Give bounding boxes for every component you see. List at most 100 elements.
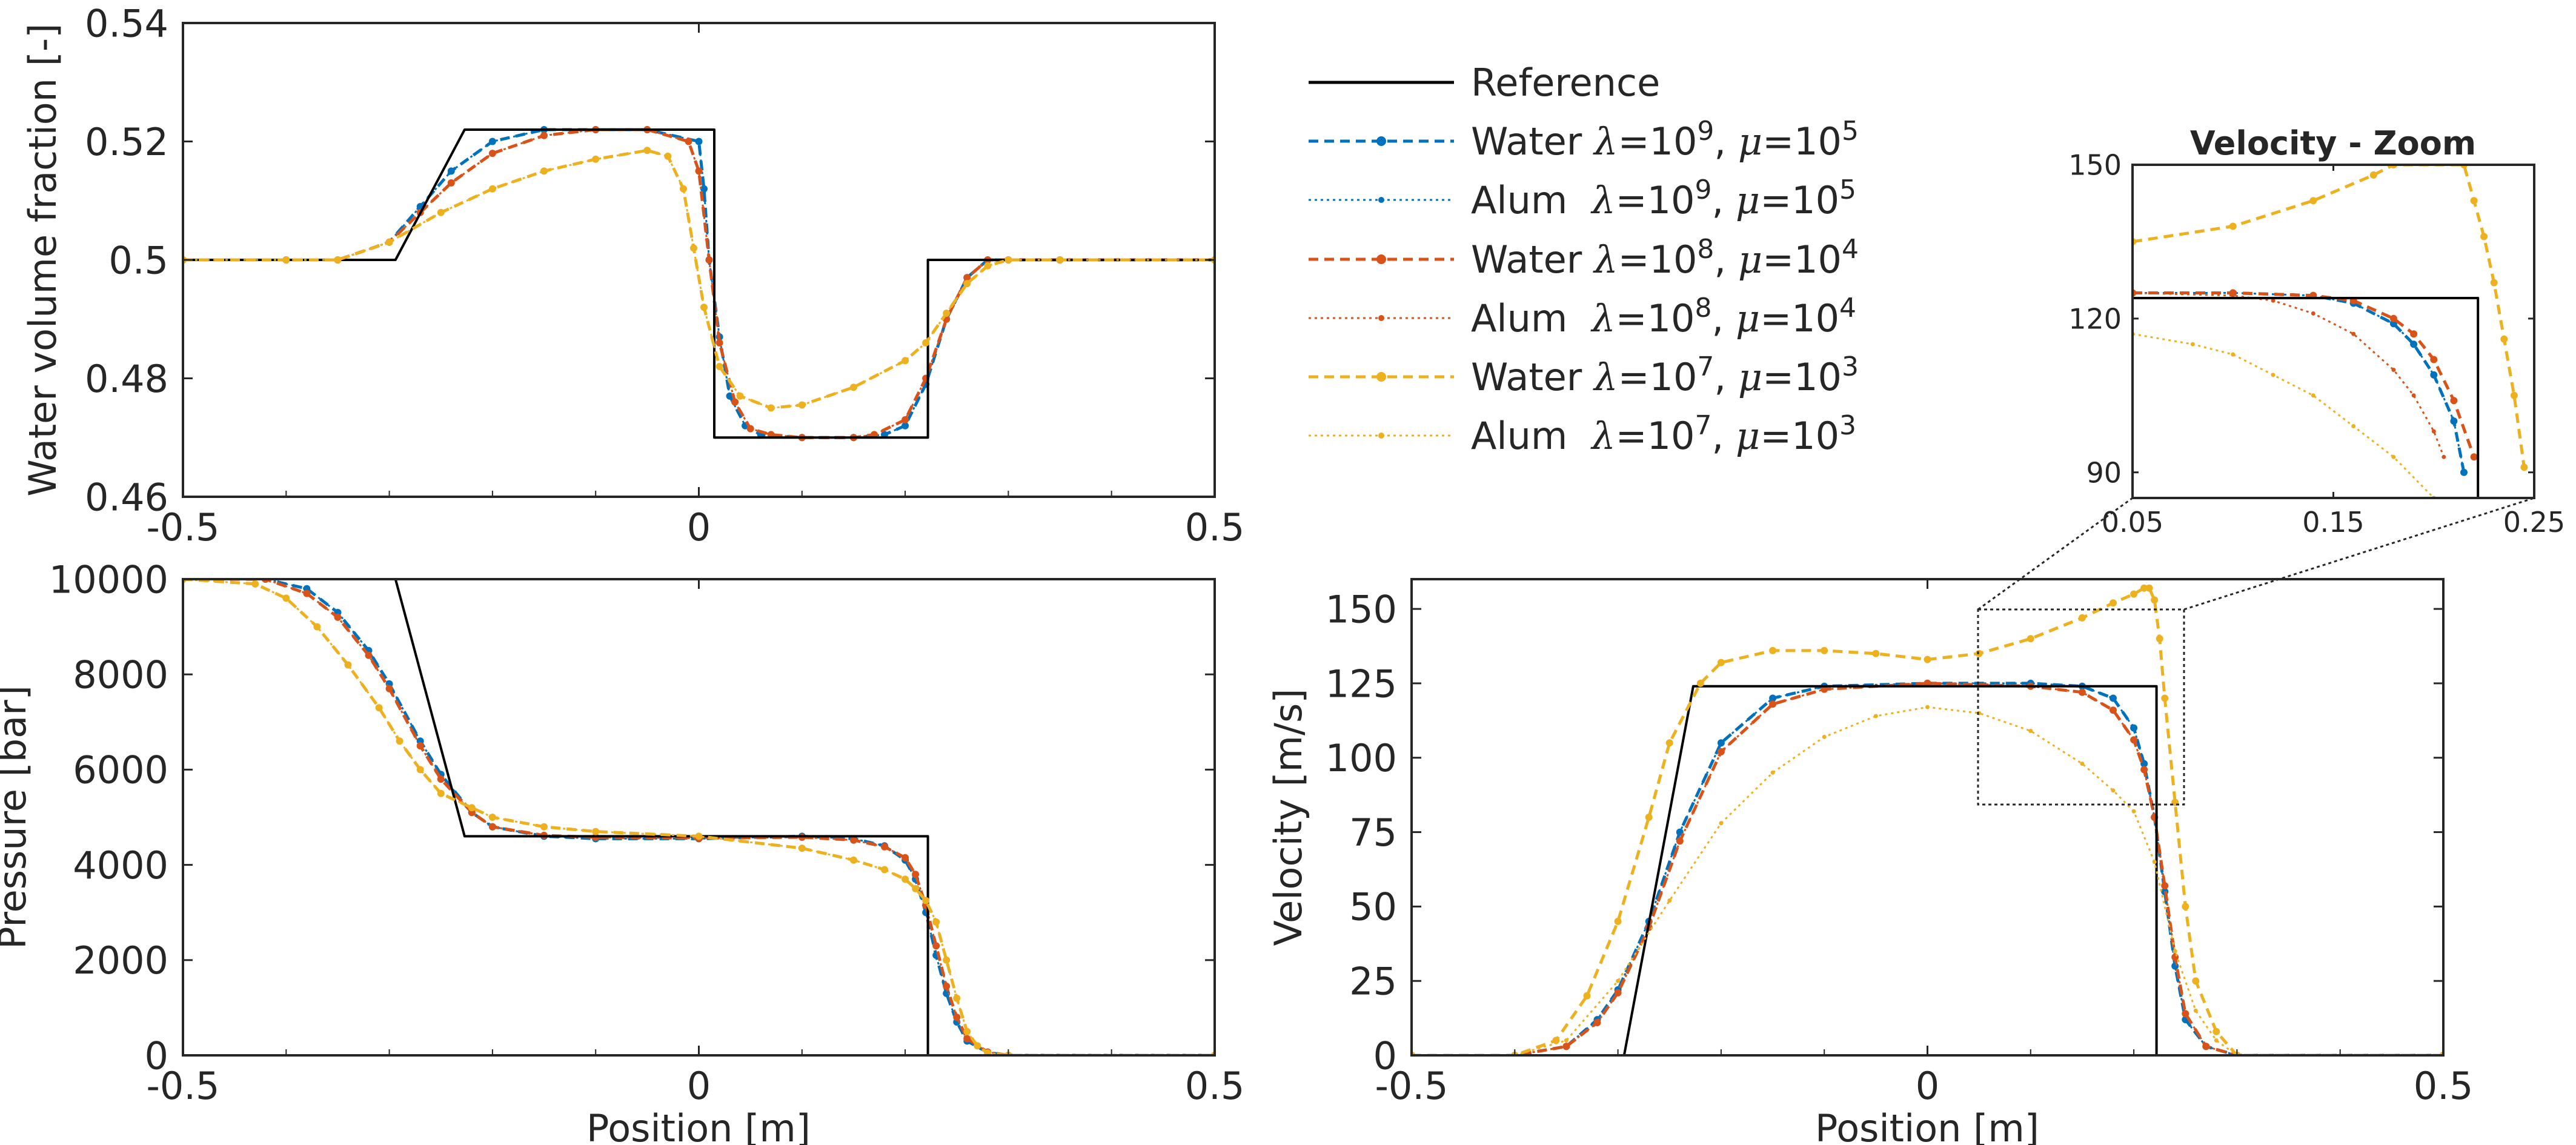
x-tick-label: 0.15: [2302, 506, 2364, 539]
y-tick-label: 10000: [49, 557, 168, 602]
data-point-w8: [881, 843, 888, 851]
legend-mu-exp: 4: [1842, 234, 1859, 265]
data-point-w7: [912, 884, 920, 892]
data-point-w7: [396, 737, 403, 745]
data-point-w7: [695, 832, 703, 840]
data-point-a7: [2080, 762, 2085, 766]
data-point-w7: [2078, 614, 2086, 622]
legend-separator: ,: [1714, 119, 1738, 164]
data-point-w7: [416, 766, 424, 774]
data-point-w7: [798, 401, 806, 409]
data-point-w9: [488, 138, 496, 145]
legend-mu-exp: 5: [1839, 174, 1856, 205]
data-point-w7: [540, 823, 548, 831]
legend-mu-exp: 3: [1842, 351, 1859, 382]
x-tick-label: 0.5: [1185, 505, 1245, 549]
data-point-w8: [731, 398, 739, 406]
data-point-w9: [2130, 724, 2138, 732]
legend-separator: ,: [1711, 296, 1735, 340]
data-point-w7: [1872, 649, 1880, 657]
y-tick-label: 25: [1349, 960, 1397, 1004]
data-point-w8: [1614, 989, 1622, 997]
zoom-connector-left: [1977, 497, 2133, 611]
legend-item-w7: Water λ=107, μ=103: [1309, 351, 1859, 399]
data-point-w8: [2182, 1010, 2189, 1018]
legend-lambda-exp: 8: [1695, 293, 1711, 324]
series-line-w7: [183, 148, 1215, 410]
series-line-a7: [2133, 333, 2435, 498]
data-point-a8: [2351, 331, 2356, 336]
data-point-w7: [437, 208, 445, 216]
mu-symbol: μ: [1736, 178, 1760, 222]
legend-label-a8: Alum: [1471, 296, 1567, 340]
data-point-w7: [437, 789, 445, 797]
data-point-w8: [901, 854, 909, 861]
y-tick-label: 2000: [73, 938, 168, 983]
volume-fraction-chart: -0.5 0 0.5 0.46 0.48 0.5 0.52 0.54 Water volume…: [21, 1, 1244, 549]
legend-marker-w7: [1376, 372, 1386, 382]
data-point-w7: [313, 623, 321, 631]
data-point-w8: [715, 339, 723, 347]
data-point-w9: [1717, 739, 1725, 747]
y-tick-label: 0.52: [85, 120, 168, 164]
data-point-w8: [695, 167, 703, 175]
legend-equals: =10: [1616, 296, 1695, 340]
lambda-symbol: λ: [1590, 178, 1615, 222]
legend-lambda-exp: 7: [1697, 351, 1714, 382]
data-point-w7: [1645, 814, 1653, 821]
data-point-w7: [963, 280, 971, 288]
data-point-w7: [922, 339, 930, 347]
zoom-title: Velocity - Zoom: [2190, 124, 2476, 162]
data-point-w8: [437, 775, 445, 783]
data-point-w8: [1593, 1019, 1601, 1026]
lambda-symbol: λ: [1590, 414, 1615, 458]
legend-label-w8: Water: [1471, 237, 1582, 282]
data-point-w7: [2480, 233, 2488, 241]
y-tick-label: 120: [2068, 302, 2122, 335]
data-point-w7: [1696, 679, 1704, 687]
data-point-w8: [2140, 766, 2148, 774]
data-point-w7: [1614, 917, 1622, 925]
legend-equals: =10: [1618, 237, 1698, 282]
data-point-a7: [1564, 1038, 1569, 1043]
data-point-w7: [850, 383, 857, 391]
data-point-w8: [385, 685, 393, 692]
legend-label-w9: Water: [1471, 119, 1582, 164]
data-point-w7: [2470, 197, 2478, 205]
legend-item-w9: Water λ=109, μ=105: [1309, 116, 1859, 164]
data-point-w7: [282, 256, 290, 264]
data-point-w7: [984, 1049, 992, 1055]
data-point-a7: [2271, 373, 2276, 377]
mu-symbol: μ: [1738, 237, 1762, 282]
data-point-w8: [540, 131, 548, 139]
data-point-w7: [488, 814, 496, 821]
data-point-a7: [2190, 342, 2195, 347]
data-point-w9: [2389, 320, 2397, 328]
data-point-w8: [2171, 953, 2179, 961]
mu-symbol: μ: [1738, 119, 1762, 164]
series-line-w7: [183, 579, 1215, 1055]
x-tick-label: 0.5: [2414, 1064, 2474, 1108]
data-point-w8: [488, 150, 496, 158]
data-point-a8: [2431, 429, 2436, 434]
x-tick-label: 0.25: [2503, 506, 2565, 539]
y-tick-label: 0.48: [85, 357, 168, 401]
pressure-ylabel: Pressure [bar]: [0, 685, 35, 949]
data-point-w7: [334, 256, 342, 264]
legend-item-ref: Reference: [1309, 61, 1660, 105]
data-point-w7: [901, 357, 909, 365]
data-point-w8: [1562, 1043, 1570, 1050]
legend-marker-a7: [1378, 433, 1384, 439]
data-point-w7: [943, 310, 951, 317]
zoom-plot-area: [2133, 165, 2534, 498]
data-point-a7: [2311, 393, 2315, 398]
data-point-w7: [984, 262, 992, 270]
legend-equals: =10: [1616, 414, 1695, 458]
data-point-w7: [953, 994, 961, 1002]
data-point-w8: [1676, 837, 1684, 845]
data-point-a7: [1873, 714, 1878, 719]
